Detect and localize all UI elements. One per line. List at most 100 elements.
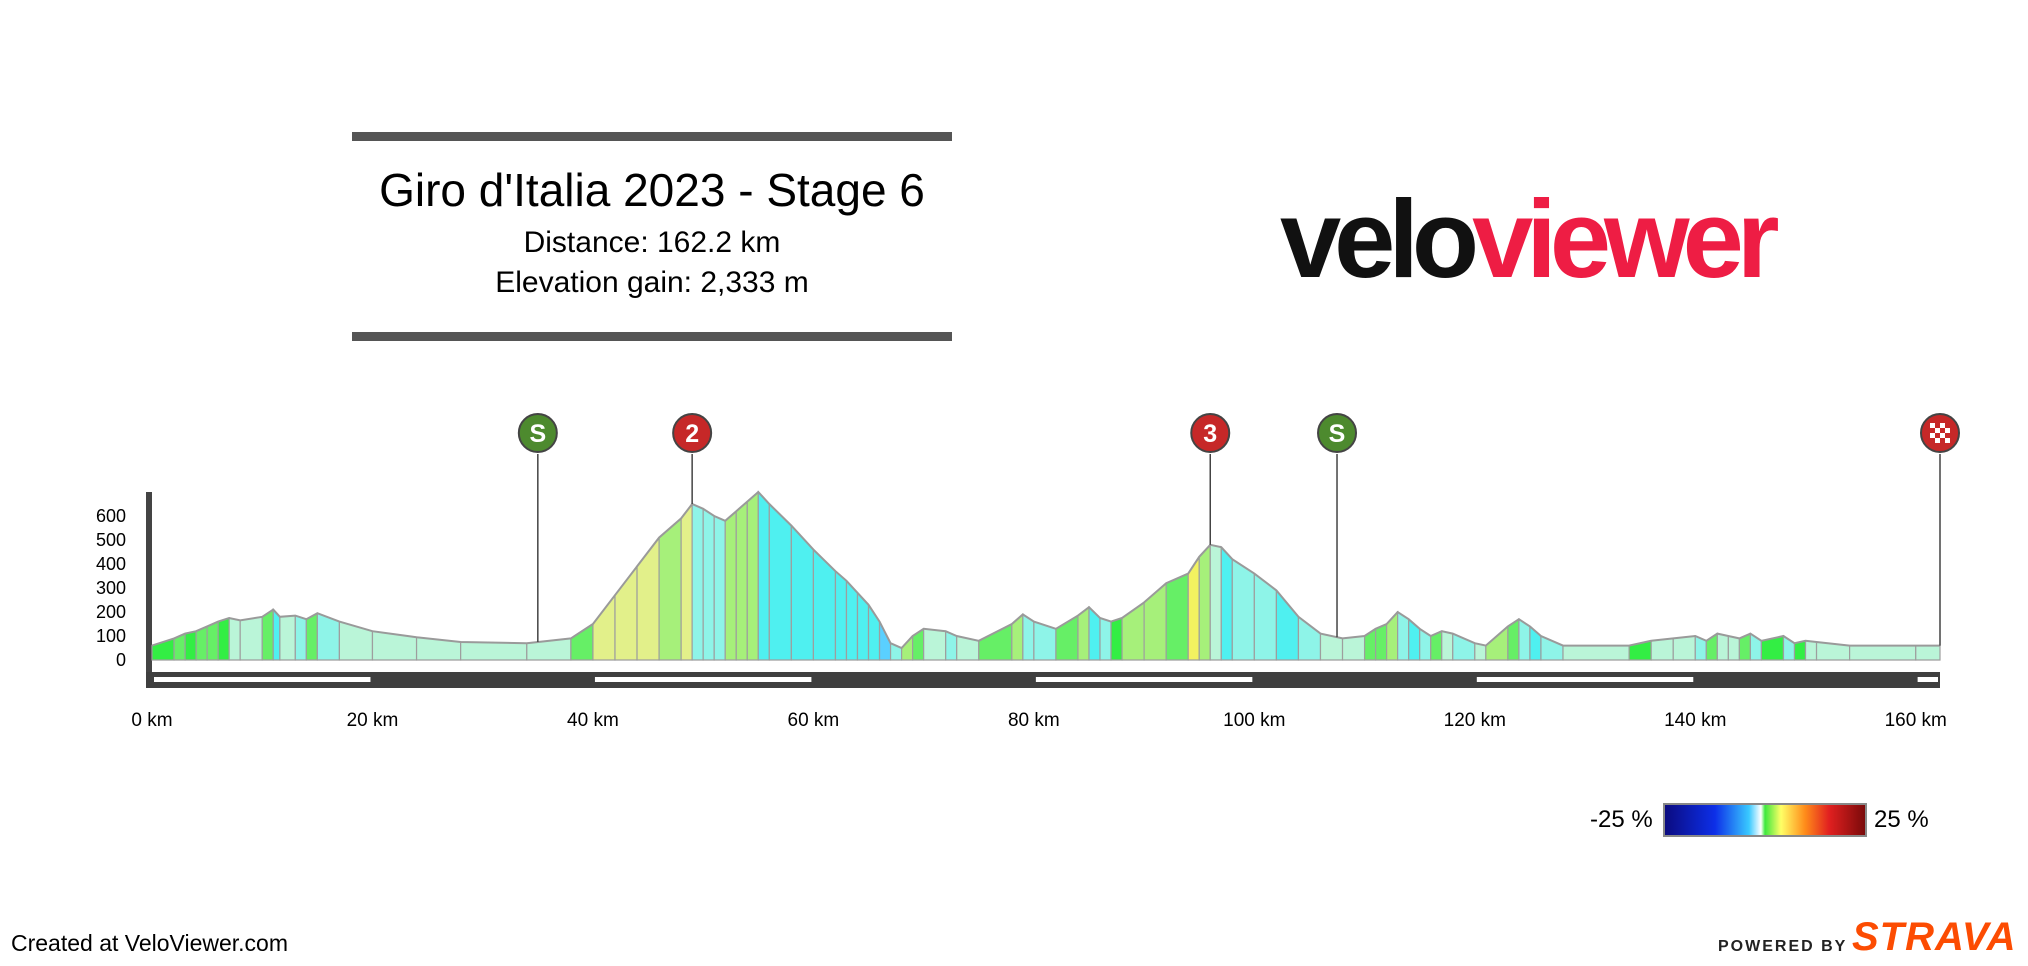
gradient-legend-max: 25 %: [1874, 806, 1929, 833]
elevation-gain-text: Elevation gain: 2,333 m: [495, 266, 809, 299]
sprint-marker: [517, 413, 558, 453]
y-tick-label: 400: [96, 554, 126, 574]
x-tick-label: 120 km: [1444, 710, 1506, 731]
x-tick-label: 20 km: [347, 710, 399, 731]
profile-segment: [1198, 543, 1211, 661]
y-axis: 0 100 200 300 400 500 600: [96, 492, 152, 685]
profile-segment: [923, 628, 947, 661]
profile-segment: [680, 502, 693, 661]
profile-segment: [735, 500, 748, 661]
profile-segment: [261, 608, 274, 661]
checker-square: [1935, 428, 1940, 433]
gradient-legend-bar: [1663, 803, 1867, 837]
profile-segment: [279, 614, 296, 661]
profile-segment: [757, 490, 770, 661]
checker-square: [1940, 423, 1945, 428]
marker-label: S: [529, 420, 546, 448]
profile-segment: [1716, 632, 1729, 661]
x-tick-label: 80 km: [1008, 710, 1060, 731]
x-tick-label: 140 km: [1664, 710, 1726, 731]
profile-outline: [151, 490, 1940, 650]
profile-segment: [768, 502, 792, 661]
profile-segment: [702, 507, 715, 661]
profile-segment: [1165, 572, 1189, 661]
climb-marker: [1190, 413, 1231, 453]
profile-segment: [1099, 617, 1112, 661]
created-at-text: Created at VeloViewer.com: [11, 930, 289, 956]
distance-bar-stripe: [1476, 677, 1694, 682]
x-axis: 0 km 20 km 40 km 60 km 80 km 100 km 120 km 140 …: [131, 710, 1946, 731]
profile-segment: [228, 617, 241, 661]
title-top-rule: [352, 132, 952, 141]
profile-segment: [1375, 623, 1388, 661]
x-tick-label: 160 km: [1885, 710, 1947, 731]
profile-segment: [217, 617, 230, 661]
x-tick-label: 100 km: [1223, 710, 1285, 731]
distance-text: Distance: 162.2 km: [523, 226, 781, 259]
profile-segment: [845, 579, 859, 661]
profile-segments: [151, 490, 1941, 661]
distance-bar: [146, 672, 1940, 688]
profile-line: [151, 490, 1940, 650]
profile-segment: [1143, 581, 1167, 661]
checker-square: [1945, 428, 1950, 433]
profile-segment: [746, 490, 759, 661]
route-markers: S 2 3 S: [517, 413, 1960, 646]
title-box: Giro d'Italia 2023 - Stage 6 Distance: 1…: [352, 132, 952, 342]
y-tick-label: 0: [116, 650, 126, 670]
profile-segment: [294, 614, 307, 661]
profile-segment: [1275, 588, 1300, 661]
profile-segment: [1727, 635, 1740, 661]
profile-segment: [1441, 630, 1454, 661]
x-tick-label: 60 km: [788, 710, 840, 731]
veloviewer-logo: veloviewer: [1280, 178, 1780, 301]
profile-segment: [1540, 635, 1564, 661]
profile-segment: [1562, 644, 1630, 661]
profile-segment: [724, 509, 737, 661]
stage-title: Giro d'Italia 2023 - Stage 6: [379, 164, 925, 216]
profile-segment: [206, 620, 219, 661]
y-tick-label: 600: [96, 506, 126, 526]
profile-segment: [658, 517, 682, 661]
profile-segment: [570, 622, 594, 661]
profile-segment: [592, 593, 616, 661]
y-tick-label: 200: [96, 602, 126, 622]
powered-by-text: POWERED BY: [1718, 938, 1848, 955]
profile-segment: [1231, 558, 1255, 661]
distance-bar-stripe: [154, 677, 371, 682]
distance-bar-stripe: [1035, 677, 1253, 682]
profile-segment: [1341, 635, 1366, 661]
y-tick-label: 300: [96, 578, 126, 598]
x-tick-label: 40 km: [567, 710, 619, 731]
profile-segment: [1209, 544, 1222, 661]
profile-segment: [812, 548, 837, 661]
profile-segment: [1849, 644, 1917, 661]
distance-bar-stripe: [1917, 677, 1938, 682]
strava-logo: STRAVA: [1852, 915, 2017, 959]
distance-bar-stripe: [594, 677, 812, 682]
x-tick-label: 0 km: [131, 710, 172, 731]
title-bottom-rule: [352, 332, 952, 341]
gradient-legend-min: -25 %: [1590, 806, 1653, 833]
profile-segment: [184, 630, 197, 661]
climb-marker: [672, 413, 713, 453]
y-tick-label: 500: [96, 530, 126, 550]
profile-segment: [1253, 572, 1277, 661]
profile-segment: [713, 515, 726, 661]
profile-segment: [1804, 640, 1818, 661]
checker-square: [1940, 433, 1945, 438]
profile-segment: [978, 623, 1013, 661]
profile-segment: [1110, 617, 1123, 661]
profile-segment: [1915, 644, 1941, 661]
profile-segment: [1220, 545, 1233, 661]
y-tick-label: 100: [96, 626, 126, 646]
profile-segment: [691, 503, 704, 661]
profile-segment: [1650, 637, 1674, 661]
sprint-marker: [1317, 413, 1358, 453]
profile-segment: [305, 612, 318, 661]
profile-segment: [834, 569, 848, 661]
profile-segment: [1672, 635, 1696, 661]
profile-segment: [1297, 615, 1322, 661]
y-axis-line: [146, 492, 152, 685]
